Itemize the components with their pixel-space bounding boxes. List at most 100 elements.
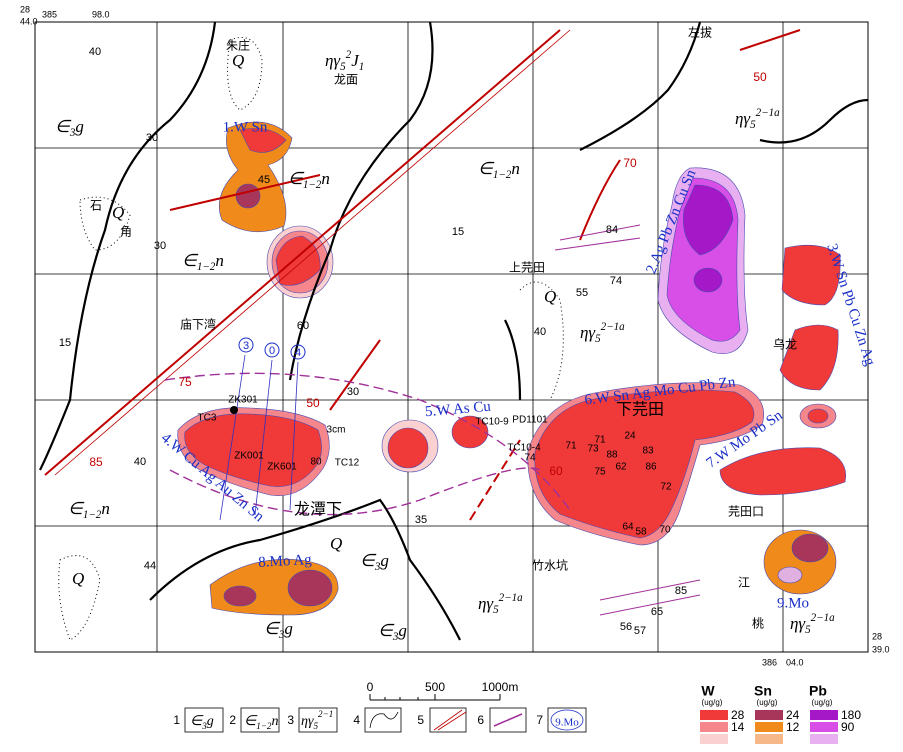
legend-unit: ∈1−2n — [244, 714, 278, 731]
unit-label: Q — [330, 534, 342, 553]
geologic-boundaries — [39, 21, 869, 641]
unit-label: ηγ52−1a — [580, 321, 625, 345]
unit-label-part: 5 — [595, 333, 601, 345]
unit-label-part: ηγ — [478, 594, 494, 613]
unit-label-part: 5 — [750, 119, 756, 131]
place-name: 石 — [90, 199, 102, 213]
unit-label-part: Q — [72, 569, 84, 588]
dip-value: 30 — [146, 132, 158, 144]
drillhole-label: ZK001 — [234, 451, 264, 462]
profile-number: 4 — [295, 347, 301, 359]
place-name: 角 — [120, 225, 132, 239]
drillhole-label: PD1101 — [512, 415, 548, 426]
legend-unit-part: 5 — [313, 721, 318, 731]
anomaly-label: 5.W As Cu — [424, 399, 492, 421]
unit-label-part: J — [351, 51, 360, 70]
drillhole — [230, 406, 238, 414]
unit-label-part: n — [321, 169, 330, 188]
drillhole-label: ZK301 — [228, 395, 258, 406]
sample-value: 74 — [524, 453, 536, 464]
unit-label-part: 2−1a — [756, 107, 781, 119]
legend-level: 24 — [786, 708, 800, 722]
unit-label-part: ∈ — [288, 169, 305, 188]
unit-label-part: 1−2 — [303, 179, 322, 191]
coordinate-label: 98.0 — [92, 9, 110, 19]
unit-label: ∈3g — [378, 621, 407, 643]
scale-bar — [369, 694, 501, 701]
legend-unit-part: ηγ — [301, 714, 314, 729]
unit-label-part: Q — [232, 51, 244, 70]
unit-label-part: ∈ — [360, 551, 377, 570]
fault-dip: 75 — [178, 375, 192, 389]
legend-unit-part: ∈ — [244, 714, 258, 729]
unit-label: ∈1−2n — [182, 251, 224, 273]
place-name: 龙潭下 — [294, 500, 342, 519]
unit-label-part: 3 — [278, 629, 285, 641]
sample-value: 24 — [624, 431, 636, 442]
legend-unit-part: 2−1 — [318, 709, 333, 719]
unit-label-part: 3 — [392, 631, 399, 643]
dip-value: 44 — [144, 560, 156, 572]
legend-unit: ηγ52−1 — [301, 709, 333, 731]
legend-level: 180 — [841, 708, 861, 722]
unit-label-part: Q — [330, 534, 342, 553]
legend-number: 1 — [173, 713, 180, 727]
sample-value: 58 — [635, 527, 647, 538]
unit-label-part: ∈ — [68, 499, 85, 518]
legend-unit-label: (ug/g) — [702, 698, 723, 707]
quaternary-boundaries — [58, 37, 564, 641]
sample-value: 80 — [310, 457, 322, 468]
unit-label-part: 1 — [359, 61, 365, 73]
unit-label-part: n — [215, 251, 224, 270]
unit-label-part: ηγ — [580, 323, 596, 342]
coordinate-label: 39.0 — [872, 644, 890, 654]
anomaly-label: 8.Mo Ag — [258, 552, 313, 571]
legend-unit-label: (ug/g) — [757, 698, 778, 707]
place-name: 庙下湾 — [180, 317, 216, 332]
legend-unit-part: ∈ — [190, 714, 204, 729]
drillhole-label: TC12 — [335, 458, 360, 469]
unit-label-part: ∈ — [264, 619, 281, 638]
unit-label-part: 2−1a — [811, 612, 836, 624]
unit-label-part: g — [398, 621, 407, 640]
unit-label-part: Q — [544, 287, 556, 306]
unit-label-part: ηγ — [325, 51, 341, 70]
profile-marker — [264, 342, 280, 358]
sample-value: 83 — [642, 446, 654, 457]
unit-label-part: 5 — [493, 604, 499, 616]
dip-value: 30 — [154, 240, 166, 252]
unit-label-part: 1−2 — [197, 261, 216, 273]
fault-dip: 85 — [89, 455, 103, 469]
scale-label: 0 — [367, 680, 374, 694]
fault-dip: 60 — [549, 464, 563, 478]
unit-label-part: 3 — [69, 127, 76, 139]
drillhole-label: TC3 — [198, 413, 217, 424]
unit-label-part: 1−2 — [83, 509, 102, 521]
unit-label: ηγ52J1 — [325, 49, 364, 73]
sample-value: 75 — [594, 467, 606, 478]
legend-boxes — [184, 707, 587, 733]
profile-lines — [219, 354, 299, 521]
coordinate-label: 28 — [872, 631, 882, 641]
unit-label-part: g — [284, 619, 293, 638]
place-name: 江 — [738, 576, 750, 590]
unit-label-part: 1−2 — [493, 169, 512, 181]
sample-value: 64 — [622, 522, 634, 533]
legend-element: W — [701, 683, 715, 699]
unit-label: ∈3g — [360, 551, 389, 573]
dip-value: 40 — [534, 326, 546, 338]
anomaly-outlines — [164, 372, 571, 516]
dip-value: 85 — [675, 585, 687, 597]
coordinate-label: 44.0 — [20, 16, 38, 26]
legend-level: 90 — [841, 720, 855, 734]
unit-label-part: g — [380, 551, 389, 570]
drillhole-label: 3cm — [327, 425, 346, 436]
dip-value: 56 — [620, 621, 632, 633]
place-name: 乌龙 — [773, 337, 797, 352]
anomaly-label: 9.Mo — [777, 595, 809, 611]
unit-label-part: 2−1a — [499, 592, 524, 604]
unit-label-part: 3 — [374, 561, 381, 573]
dip-value: 84 — [606, 224, 618, 236]
